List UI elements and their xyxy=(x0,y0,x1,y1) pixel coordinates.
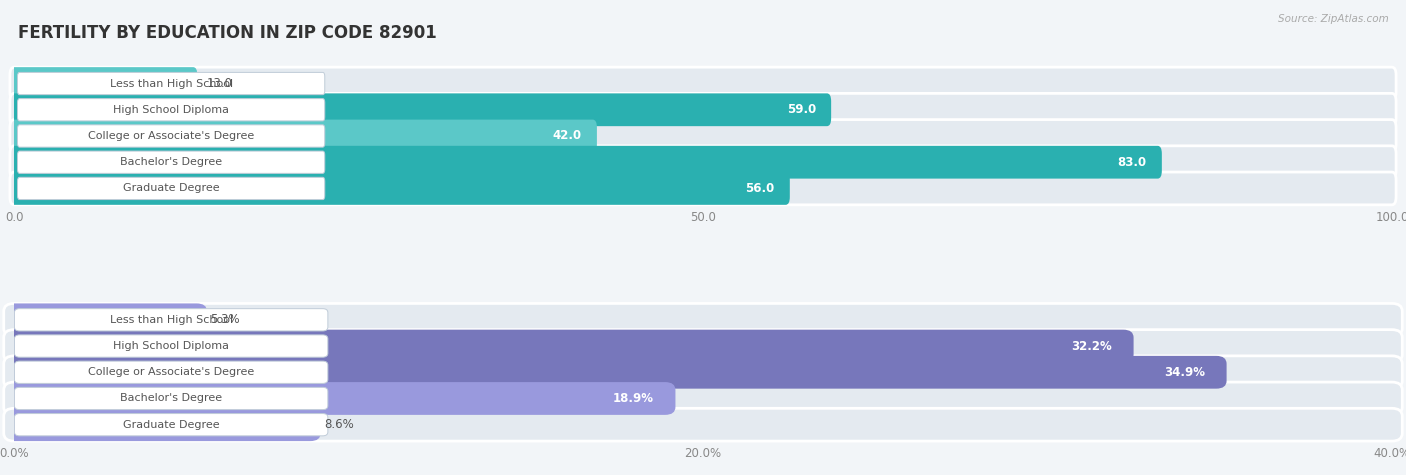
FancyBboxPatch shape xyxy=(14,309,328,331)
FancyBboxPatch shape xyxy=(14,335,328,357)
Text: 59.0: 59.0 xyxy=(787,103,815,116)
FancyBboxPatch shape xyxy=(10,172,790,205)
FancyBboxPatch shape xyxy=(4,330,1133,362)
FancyBboxPatch shape xyxy=(10,172,1396,205)
FancyBboxPatch shape xyxy=(4,408,321,441)
Text: Less than High School: Less than High School xyxy=(110,78,233,88)
FancyBboxPatch shape xyxy=(4,382,675,415)
Text: College or Associate's Degree: College or Associate's Degree xyxy=(89,367,254,377)
Text: 8.6%: 8.6% xyxy=(325,418,354,431)
Text: 18.9%: 18.9% xyxy=(613,392,654,405)
Text: Less than High School: Less than High School xyxy=(110,315,233,325)
FancyBboxPatch shape xyxy=(4,382,1402,415)
FancyBboxPatch shape xyxy=(10,120,598,152)
Text: 5.3%: 5.3% xyxy=(211,314,240,326)
FancyBboxPatch shape xyxy=(17,99,325,121)
Text: Graduate Degree: Graduate Degree xyxy=(122,420,219,430)
FancyBboxPatch shape xyxy=(4,304,207,336)
Text: Graduate Degree: Graduate Degree xyxy=(122,183,219,193)
FancyBboxPatch shape xyxy=(10,67,197,100)
FancyBboxPatch shape xyxy=(4,356,1226,389)
FancyBboxPatch shape xyxy=(14,361,328,383)
Text: High School Diploma: High School Diploma xyxy=(112,341,229,351)
FancyBboxPatch shape xyxy=(10,94,1396,126)
FancyBboxPatch shape xyxy=(4,330,1402,362)
FancyBboxPatch shape xyxy=(14,387,328,409)
Text: 32.2%: 32.2% xyxy=(1071,340,1112,352)
FancyBboxPatch shape xyxy=(14,414,328,436)
FancyBboxPatch shape xyxy=(10,146,1396,179)
FancyBboxPatch shape xyxy=(17,177,325,200)
Text: 42.0: 42.0 xyxy=(553,130,582,142)
FancyBboxPatch shape xyxy=(4,304,1402,336)
FancyBboxPatch shape xyxy=(10,146,1161,179)
FancyBboxPatch shape xyxy=(10,94,831,126)
Text: FERTILITY BY EDUCATION IN ZIP CODE 82901: FERTILITY BY EDUCATION IN ZIP CODE 82901 xyxy=(18,24,437,42)
Text: High School Diploma: High School Diploma xyxy=(112,105,229,115)
Text: Bachelor's Degree: Bachelor's Degree xyxy=(120,157,222,167)
FancyBboxPatch shape xyxy=(17,125,325,147)
Text: College or Associate's Degree: College or Associate's Degree xyxy=(89,131,254,141)
Text: 83.0: 83.0 xyxy=(1118,156,1147,169)
Text: 56.0: 56.0 xyxy=(745,182,775,195)
FancyBboxPatch shape xyxy=(17,72,325,95)
FancyBboxPatch shape xyxy=(4,408,1402,441)
Text: 13.0: 13.0 xyxy=(207,77,233,90)
FancyBboxPatch shape xyxy=(10,120,1396,152)
FancyBboxPatch shape xyxy=(17,151,325,173)
Text: Bachelor's Degree: Bachelor's Degree xyxy=(120,393,222,403)
Text: 34.9%: 34.9% xyxy=(1164,366,1205,379)
FancyBboxPatch shape xyxy=(10,67,1396,100)
FancyBboxPatch shape xyxy=(4,356,1402,389)
Text: Source: ZipAtlas.com: Source: ZipAtlas.com xyxy=(1278,14,1389,24)
